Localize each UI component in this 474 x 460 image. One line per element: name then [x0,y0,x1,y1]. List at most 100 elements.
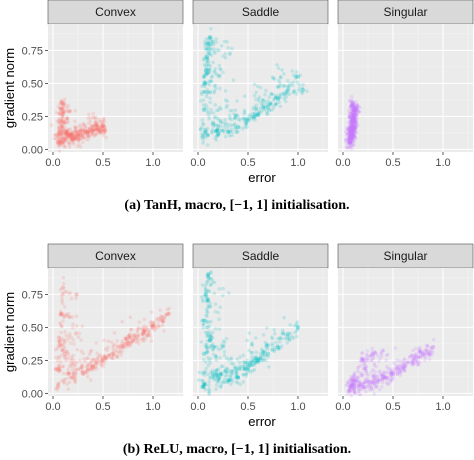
data-point [208,304,213,309]
data-point [235,130,240,134]
data-point [246,114,251,119]
data-point [208,276,213,281]
data-point [349,128,354,133]
data-point [75,133,79,137]
data-point [254,108,258,112]
data-point [282,84,286,89]
data-point [60,139,64,143]
data-point [221,364,225,369]
data-point [205,331,209,335]
data-point [246,368,251,372]
data-point [213,302,218,306]
data-point [56,119,60,124]
data-point [60,107,65,111]
data-point [84,371,88,375]
data-point [214,40,219,45]
data-point [264,344,268,348]
data-point [348,135,352,140]
data-point [228,51,232,55]
data-point [256,97,261,101]
data-point [69,137,73,142]
data-point [72,135,76,140]
data-point [272,328,276,332]
data-point [360,351,365,355]
data-point [207,358,211,363]
data-point [350,102,354,107]
data-point [352,390,357,395]
data-point [72,342,76,346]
data-point [249,361,253,365]
data-point [61,337,66,342]
data-point [99,125,103,129]
data-point [350,122,355,127]
data-point [344,138,349,143]
data-point [262,106,267,110]
data-point [205,345,210,350]
data-point [206,68,210,72]
data-point [351,114,356,119]
data-point [103,355,108,359]
data-point [96,358,101,363]
data-point [351,115,355,120]
data-point [353,130,358,134]
data-point [159,314,163,319]
data-point [212,69,217,73]
data-point [384,358,389,363]
data-point [94,360,98,365]
data-point [353,99,358,104]
data-point [59,122,64,127]
data-point [204,289,209,294]
data-point [229,361,234,366]
data-point [94,131,98,136]
data-point [350,134,355,139]
data-point [96,355,100,359]
data-point [294,70,299,74]
data-point [213,129,218,133]
data-point [128,339,132,344]
data-point [205,71,210,76]
data-point [57,368,62,373]
data-point [205,325,210,329]
data-point [208,376,212,380]
data-point [280,68,284,72]
data-point [89,368,94,372]
data-point [62,346,67,350]
data-point [250,115,255,119]
data-point [57,355,61,360]
data-point [349,119,354,123]
data-point [207,52,212,57]
data-point [89,124,94,129]
data-point [351,124,356,129]
data-point [256,112,261,117]
data-point [350,99,354,104]
data-point [61,102,65,107]
data-point [125,335,129,339]
data-point [63,330,67,334]
data-point [201,370,205,375]
data-point [67,110,71,114]
data-point [73,137,77,141]
data-point [201,378,205,383]
data-point [206,275,211,279]
data-point [256,113,261,118]
data-point [73,137,77,142]
data-point [56,125,61,130]
data-point [209,79,213,83]
facet-strip [47,243,184,269]
data-point [228,378,232,383]
data-point [241,360,246,364]
data-point [349,125,354,129]
data-point [52,136,57,141]
data-point [77,132,82,136]
data-point [74,371,79,375]
data-point [206,332,211,337]
data-point [60,348,64,353]
data-point [352,116,356,121]
data-point [347,130,352,135]
data-point [350,117,355,121]
data-point [200,384,206,389]
data-point [81,121,85,126]
data-point [96,128,101,133]
data-point [129,341,134,345]
data-point [351,105,355,109]
